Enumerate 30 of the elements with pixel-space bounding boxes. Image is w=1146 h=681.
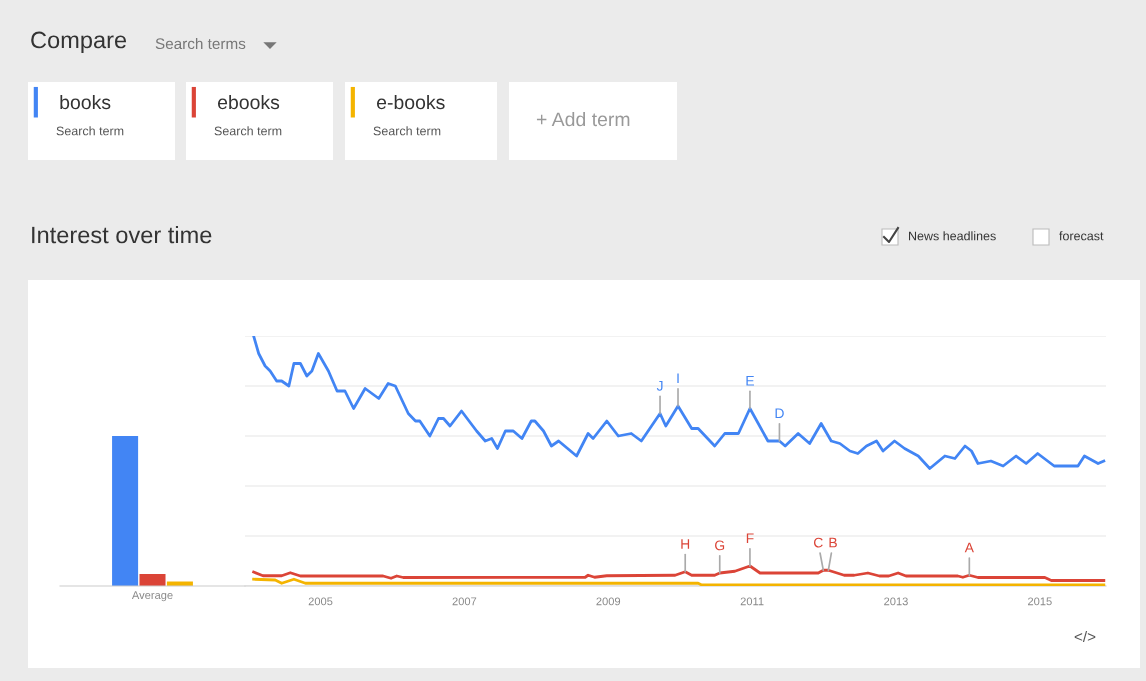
text: Search term — [56, 126, 124, 136]
x-tick-label: 2011 — [740, 597, 764, 606]
text: Search term — [214, 126, 282, 136]
annotation: C — [813, 537, 823, 548]
text: News headlines — [909, 231, 996, 241]
legend-label: books — [60, 94, 111, 110]
legend-label: ebooks — [217, 94, 280, 110]
x-tick-label: 2015 — [1028, 597, 1052, 606]
annotation: F — [746, 533, 754, 544]
annotation: G — [715, 540, 725, 551]
text: forecast — [1059, 231, 1104, 241]
x-tick-label: 2009 — [596, 597, 621, 606]
annotation: J — [656, 381, 663, 391]
text: Compare — [31, 31, 127, 53]
x-tick-label: Average — [131, 591, 173, 602]
annotation: E — [746, 376, 754, 386]
annotation: I — [677, 373, 679, 384]
annotation: A — [964, 542, 974, 553]
text: </> — [1074, 630, 1096, 643]
x-tick-label: 2007 — [452, 597, 477, 606]
annotation: D — [775, 408, 784, 419]
annotation: H — [681, 539, 690, 549]
x-tick-label: 2013 — [884, 597, 908, 606]
legend-label: e-books — [376, 94, 445, 110]
chart-title: Interest over time — [32, 225, 212, 244]
annotation: B — [829, 537, 837, 548]
text: + Add term — [536, 111, 630, 127]
text: Search terms — [155, 37, 246, 50]
text: Search term — [373, 126, 441, 136]
x-tick-label: 2005 — [308, 597, 333, 606]
